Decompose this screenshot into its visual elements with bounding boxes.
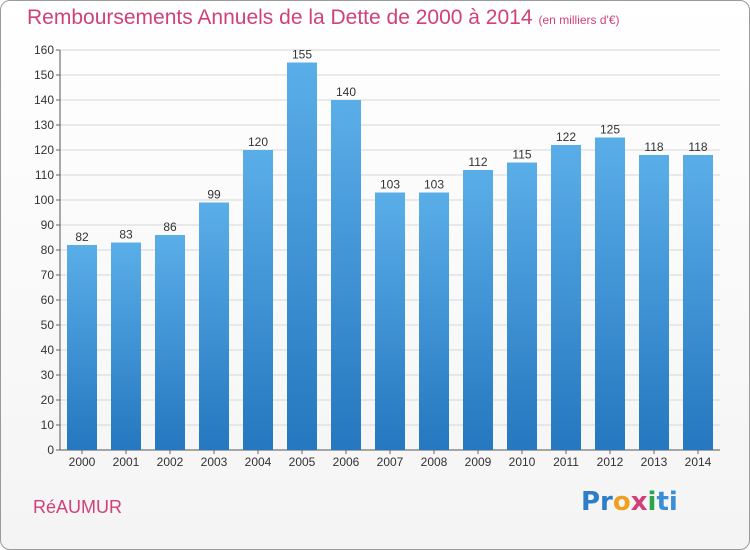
y-tick-label: 90 [41, 218, 55, 232]
bar [111, 242, 141, 450]
bar-value-label: 140 [336, 85, 356, 99]
y-tick-label: 150 [34, 68, 54, 82]
bars [67, 62, 713, 450]
bar-value-label: 120 [248, 135, 268, 149]
x-tick-label: 2001 [113, 455, 140, 469]
y-tick-label: 20 [41, 393, 55, 407]
x-tick-label: 2005 [289, 455, 316, 469]
bar-value-label: 83 [119, 228, 133, 242]
y-tick-label: 70 [41, 268, 55, 282]
y-tick-label: 140 [34, 93, 54, 107]
bar-value-label: 118 [644, 140, 663, 154]
bar-value-label: 82 [75, 230, 89, 244]
x-tick-label: 2007 [377, 455, 404, 469]
bar [507, 162, 537, 450]
logo-part: ti [656, 487, 678, 517]
chart-title-text: Remboursements Annuels de la Dette de 20… [27, 6, 533, 29]
x-tick-label: 2010 [509, 455, 536, 469]
y-tick-label: 160 [34, 43, 54, 57]
y-tick-label: 60 [41, 293, 55, 307]
bar [463, 170, 493, 450]
bar [155, 235, 185, 450]
x-tick-label: 2006 [333, 455, 360, 469]
bar-value-label: 103 [380, 178, 400, 192]
bar-value-label: 86 [163, 220, 177, 234]
y-tick-label: 80 [41, 243, 55, 257]
bar-value-label: 125 [600, 123, 620, 137]
logo-part: Pr [581, 487, 613, 517]
x-tick-label: 2004 [245, 455, 272, 469]
x-tick-label: 2013 [641, 455, 668, 469]
bar [639, 155, 669, 450]
y-tick-label: 120 [34, 143, 54, 157]
bar [551, 145, 581, 450]
y-tick-label: 130 [34, 118, 54, 132]
bar-value-label: 112 [468, 155, 487, 169]
bar [199, 202, 229, 450]
bar-value-label: 122 [556, 130, 576, 144]
bar [243, 150, 273, 450]
bar-value-label: 115 [512, 148, 531, 162]
bar-value-label: 103 [424, 178, 444, 192]
y-tick-label: 0 [47, 443, 54, 457]
bar [67, 245, 97, 450]
logo-part: x [630, 487, 648, 517]
bar-value-label: 99 [207, 188, 221, 202]
x-tick-label: 2003 [201, 455, 228, 469]
y-tick-label: 30 [41, 368, 55, 382]
y-tick-label: 50 [41, 318, 55, 332]
y-tick-label: 10 [41, 418, 55, 432]
bar [595, 137, 625, 450]
bar-value-label: 118 [688, 140, 707, 154]
bar [375, 192, 405, 450]
commune-name: RéAUMUR [33, 497, 123, 517]
x-tick-label: 2014 [685, 455, 712, 469]
chart-title-unit: (en milliers d'€) [538, 13, 620, 27]
bar [683, 155, 713, 450]
chart-title: Remboursements Annuels de la Dette de 20… [27, 6, 620, 30]
value-labels: 82 83 86 99 120 155 140 103 103 112 115 122 125 118 11… [75, 48, 708, 245]
proxiti-logo: Proxiti [581, 487, 678, 517]
logo-part: o [612, 487, 631, 517]
bar [287, 62, 317, 450]
x-tick-label: 2012 [597, 455, 624, 469]
x-tick-label: 2009 [465, 455, 492, 469]
x-tick-label: 2000 [69, 455, 96, 469]
logo-part: i [647, 487, 657, 517]
bar [419, 192, 449, 450]
bar-value-label: 155 [292, 48, 312, 62]
y-tick-label: 100 [34, 193, 54, 207]
x-tick-label: 2011 [553, 455, 579, 469]
bar [331, 100, 361, 450]
y-tick-label: 110 [35, 168, 54, 182]
y-tick-label: 40 [41, 343, 55, 357]
x-tick-label: 2002 [157, 455, 184, 469]
x-tick-label: 2008 [421, 455, 448, 469]
